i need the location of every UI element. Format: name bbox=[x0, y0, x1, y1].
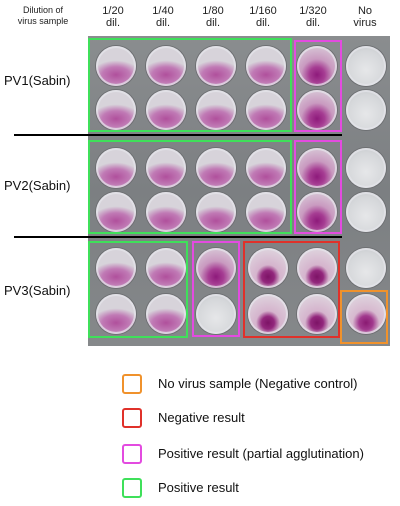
column-header: No virus bbox=[344, 5, 386, 29]
well bbox=[96, 294, 136, 334]
column-header-dilution: 1/160 bbox=[249, 5, 277, 17]
column-header-unit: dil. bbox=[155, 17, 171, 29]
well bbox=[196, 248, 236, 288]
column-header: 1/20 dil. bbox=[92, 5, 134, 29]
column-header-dilution: No bbox=[357, 5, 373, 17]
well bbox=[146, 46, 186, 86]
well bbox=[196, 90, 236, 130]
well bbox=[346, 248, 386, 288]
legend-text: Positive result bbox=[158, 480, 239, 495]
well bbox=[196, 294, 236, 334]
well bbox=[297, 148, 337, 188]
row-label-pv1: PV1(Sabin) bbox=[4, 73, 71, 88]
column-header-unit: virus bbox=[353, 17, 377, 29]
row-separator-line bbox=[14, 134, 342, 136]
plate-photo bbox=[88, 36, 390, 346]
legend-text: Negative result bbox=[158, 410, 245, 425]
well bbox=[248, 294, 288, 334]
well bbox=[346, 46, 386, 86]
column-header: 1/80 dil. bbox=[192, 5, 234, 29]
well bbox=[297, 90, 337, 130]
legend-swatch-green bbox=[122, 478, 142, 498]
well bbox=[96, 90, 136, 130]
column-header-dilution: 1/40 bbox=[152, 5, 174, 17]
well bbox=[146, 90, 186, 130]
well bbox=[196, 192, 236, 232]
row-label-pv2: PV2(Sabin) bbox=[4, 178, 71, 193]
well bbox=[297, 192, 337, 232]
row-separator-line bbox=[14, 236, 342, 238]
column-header: 1/160 dil. bbox=[242, 5, 284, 29]
well bbox=[96, 148, 136, 188]
well bbox=[297, 294, 337, 334]
dilution-header-label: Dilution of virus sample bbox=[0, 5, 86, 27]
well bbox=[346, 90, 386, 130]
well bbox=[146, 148, 186, 188]
well bbox=[146, 294, 186, 334]
dilution-header-line2: virus sample bbox=[17, 16, 69, 26]
well bbox=[96, 248, 136, 288]
legend-swatch-magenta bbox=[122, 444, 142, 464]
column-header-dilution: 1/20 bbox=[102, 5, 124, 17]
legend-swatch-orange bbox=[122, 374, 142, 394]
row-label-pv3: PV3(Sabin) bbox=[4, 283, 71, 298]
column-header-unit: dil. bbox=[205, 17, 221, 29]
well bbox=[96, 46, 136, 86]
column-header-unit: dil. bbox=[105, 17, 121, 29]
well bbox=[196, 46, 236, 86]
well bbox=[346, 192, 386, 232]
well bbox=[246, 90, 286, 130]
well bbox=[146, 248, 186, 288]
column-header: 1/40 dil. bbox=[142, 5, 184, 29]
legend-swatch-red bbox=[122, 408, 142, 428]
well bbox=[297, 248, 337, 288]
well bbox=[246, 46, 286, 86]
well bbox=[346, 148, 386, 188]
well bbox=[196, 148, 236, 188]
legend-text: No virus sample (Negative control) bbox=[158, 376, 358, 391]
column-header-dilution: 1/80 bbox=[202, 5, 224, 17]
column-header-unit: dil. bbox=[305, 17, 321, 29]
well bbox=[248, 248, 288, 288]
well bbox=[297, 46, 337, 86]
well bbox=[246, 148, 286, 188]
column-header: 1/320 dil. bbox=[292, 5, 334, 29]
legend-text: Positive result (partial agglutination) bbox=[158, 446, 364, 461]
dilution-header-line1: Dilution of bbox=[22, 5, 64, 15]
well bbox=[96, 192, 136, 232]
well bbox=[246, 192, 286, 232]
well bbox=[146, 192, 186, 232]
well bbox=[346, 294, 386, 334]
column-header-unit: dil. bbox=[255, 17, 271, 29]
column-header-dilution: 1/320 bbox=[299, 5, 327, 17]
